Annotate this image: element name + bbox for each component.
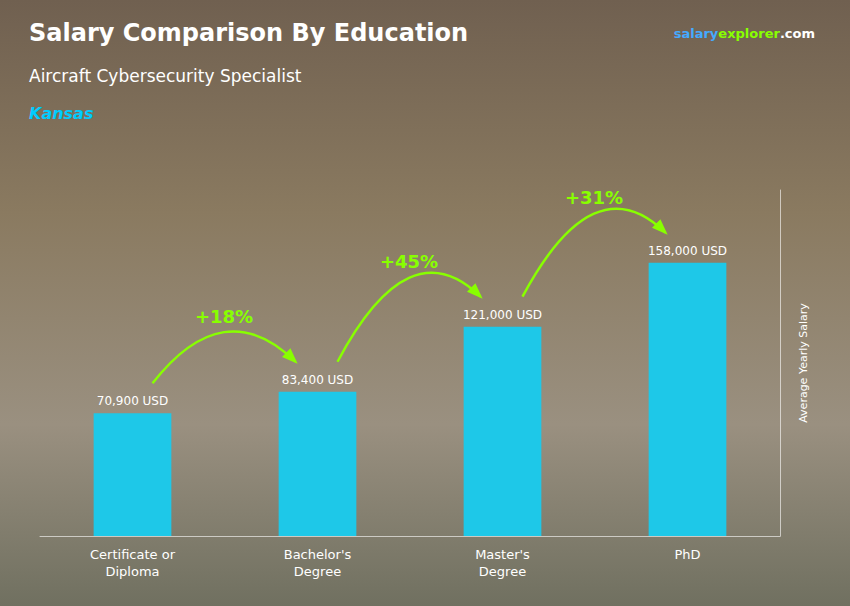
svg-text:.com: .com [780,26,815,41]
svg-text:+45%: +45% [380,251,438,272]
svg-text:Salary Comparison By Education: Salary Comparison By Education [29,19,468,47]
svg-text:explorer: explorer [718,26,780,41]
svg-text:PhD: PhD [674,547,700,562]
svg-text:Aircraft Cybersecurity Special: Aircraft Cybersecurity Specialist [29,66,302,86]
svg-text:Degree: Degree [479,564,526,579]
svg-text:121,000 USD: 121,000 USD [463,308,542,322]
svg-text:Kansas: Kansas [29,104,93,123]
svg-text:+31%: +31% [565,187,623,208]
svg-text:Degree: Degree [294,564,341,579]
svg-text:158,000 USD: 158,000 USD [648,244,727,258]
svg-text:70,900 USD: 70,900 USD [97,394,168,408]
svg-text:83,400 USD: 83,400 USD [282,373,353,387]
svg-text:+18%: +18% [195,306,253,327]
svg-text:Average Yearly Salary: Average Yearly Salary [797,303,810,423]
svg-text:Master's: Master's [475,547,530,562]
svg-text:Diploma: Diploma [105,564,159,579]
svg-text:Certificate or: Certificate or [90,547,176,562]
svg-text:salary: salary [674,26,719,41]
svg-text:Bachelor's: Bachelor's [284,547,352,562]
